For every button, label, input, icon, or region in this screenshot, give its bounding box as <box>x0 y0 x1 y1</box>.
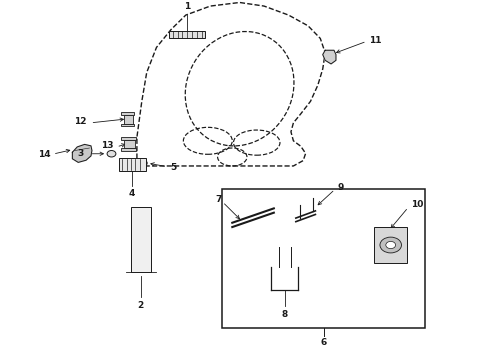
Bar <box>121 137 136 140</box>
Text: 5: 5 <box>170 163 176 172</box>
Circle shape <box>138 160 147 166</box>
Bar <box>121 148 136 150</box>
Bar <box>124 140 135 148</box>
Bar <box>121 123 134 126</box>
Bar <box>168 31 205 39</box>
Bar <box>119 158 145 171</box>
Bar <box>121 112 134 115</box>
Bar <box>123 114 133 123</box>
Text: 7: 7 <box>215 194 221 203</box>
Circle shape <box>385 242 395 249</box>
Text: 11: 11 <box>368 36 381 45</box>
Text: 14: 14 <box>38 150 50 159</box>
Bar <box>131 207 150 272</box>
Text: 13: 13 <box>101 141 114 150</box>
Text: 9: 9 <box>337 183 343 192</box>
Text: 1: 1 <box>183 3 189 12</box>
Text: 8: 8 <box>281 310 287 319</box>
Text: 12: 12 <box>74 117 86 126</box>
Circle shape <box>379 237 401 253</box>
Polygon shape <box>72 144 92 162</box>
Text: 3: 3 <box>77 149 83 158</box>
Polygon shape <box>322 50 335 64</box>
Circle shape <box>107 150 116 157</box>
Bar <box>373 227 407 263</box>
Text: 4: 4 <box>128 189 135 198</box>
Text: 10: 10 <box>410 200 422 209</box>
Bar <box>222 189 425 328</box>
Text: 6: 6 <box>320 338 326 347</box>
Text: 2: 2 <box>138 301 143 310</box>
